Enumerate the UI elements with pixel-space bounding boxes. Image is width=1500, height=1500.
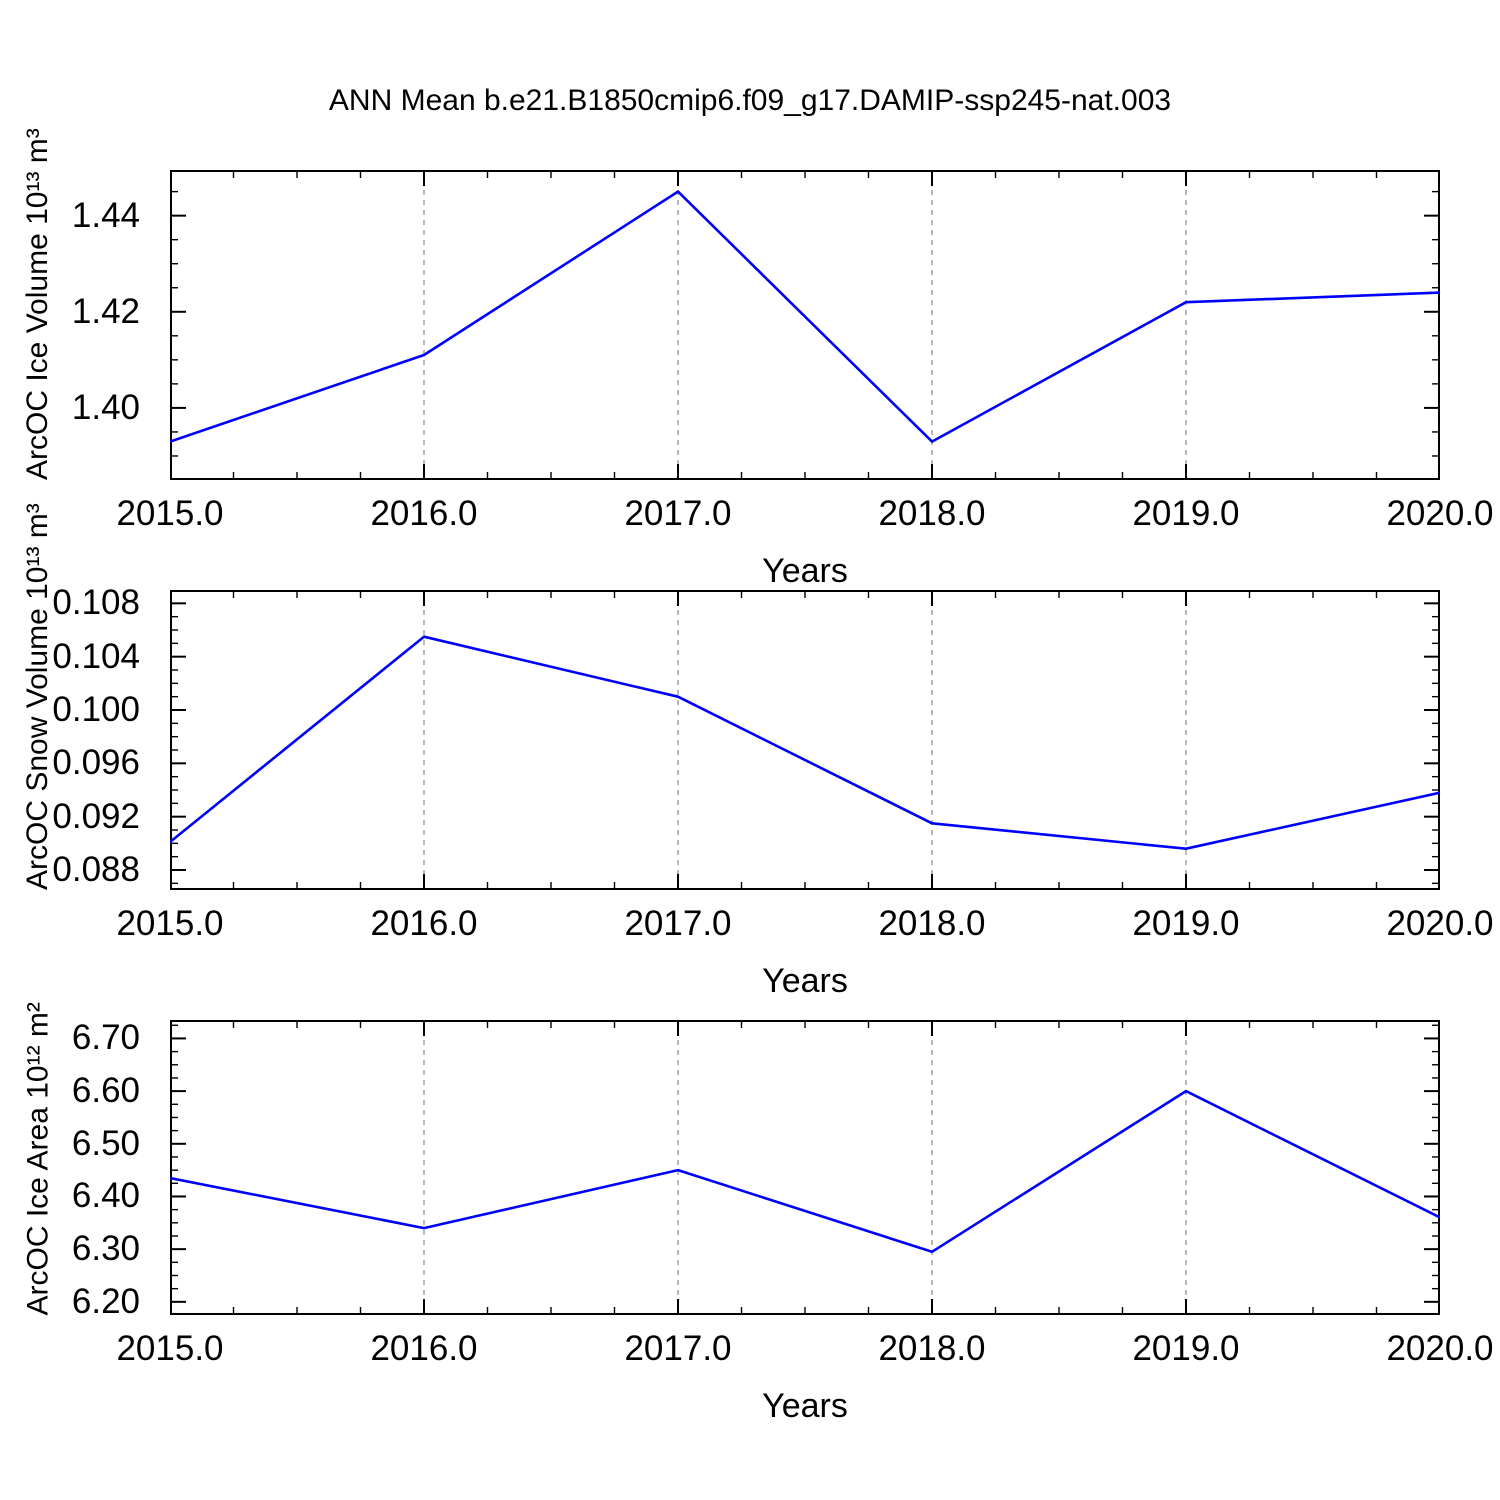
data-line: [170, 190, 1440, 443]
x-tick-label: 2019.0: [1132, 494, 1240, 533]
y-tick-label: 6.30: [71, 1229, 140, 1269]
x-tick-label: 2020.0: [1386, 1329, 1494, 1368]
x-tick-label: 2017.0: [624, 494, 732, 533]
x-tick-label: 2016.0: [370, 904, 478, 943]
y-tick-label: 0.100: [52, 690, 140, 729]
x-tick-label: 2019.0: [1132, 904, 1240, 943]
y-tick-label: 6.70: [71, 1018, 140, 1058]
x-axis-label: Years: [762, 962, 848, 1000]
chart-title: ANN Mean b.e21.B1850cmip6.f09_g17.DAMIP-…: [328, 84, 1172, 117]
y-tick-label: 1.42: [71, 291, 140, 331]
x-tick-label: 2018.0: [878, 904, 986, 943]
y-axis-label: ArcOC Snow Volume 10¹³ m³: [21, 503, 54, 890]
x-axis-label: Years: [762, 1387, 848, 1425]
x-tick-label: 2017.0: [624, 904, 732, 943]
y-axis-label: ArcOC Ice Volume 10¹³ m³: [21, 128, 54, 480]
x-tick-label: 2018.0: [878, 494, 986, 533]
y-tick-label: 6.50: [71, 1123, 140, 1163]
y-tick-label: 6.40: [71, 1176, 140, 1216]
y-tick-label: 0.104: [52, 636, 140, 676]
y-tick-label: 6.60: [71, 1071, 140, 1111]
y-tick-label: 0.088: [52, 850, 140, 889]
y-tick-label: 0.092: [52, 796, 140, 836]
y-tick-label: 0.108: [52, 583, 140, 623]
x-tick-label: 2019.0: [1132, 1329, 1240, 1368]
x-tick-label: 2015.0: [116, 1329, 224, 1368]
plot-area: [170, 590, 1440, 890]
x-tick-label: 2017.0: [624, 1329, 732, 1368]
data-line: [170, 635, 1440, 851]
plot-border: [170, 1020, 1440, 1315]
data-line: [170, 1089, 1440, 1254]
plot-area: [170, 170, 1440, 480]
y-tick-label: 1.44: [71, 195, 140, 235]
plot-border: [170, 170, 1440, 480]
y-tick-label: 1.40: [71, 387, 140, 427]
plot-area: [170, 1020, 1440, 1315]
x-axis-label: Years: [762, 552, 848, 590]
x-tick-label: 2016.0: [370, 494, 478, 533]
x-tick-label: 2015.0: [116, 904, 224, 943]
x-tick-label: 2020.0: [1386, 494, 1494, 533]
x-tick-label: 2016.0: [370, 1329, 478, 1368]
plot-border: [170, 590, 1440, 890]
y-tick-label: 6.20: [71, 1281, 140, 1321]
x-tick-label: 2018.0: [878, 1329, 986, 1368]
x-tick-label: 2020.0: [1386, 904, 1494, 943]
x-tick-label: 2015.0: [116, 494, 224, 533]
y-tick-label: 0.096: [52, 743, 140, 783]
y-axis-label: ArcOC Ice Area 10¹² m²: [21, 1001, 54, 1315]
